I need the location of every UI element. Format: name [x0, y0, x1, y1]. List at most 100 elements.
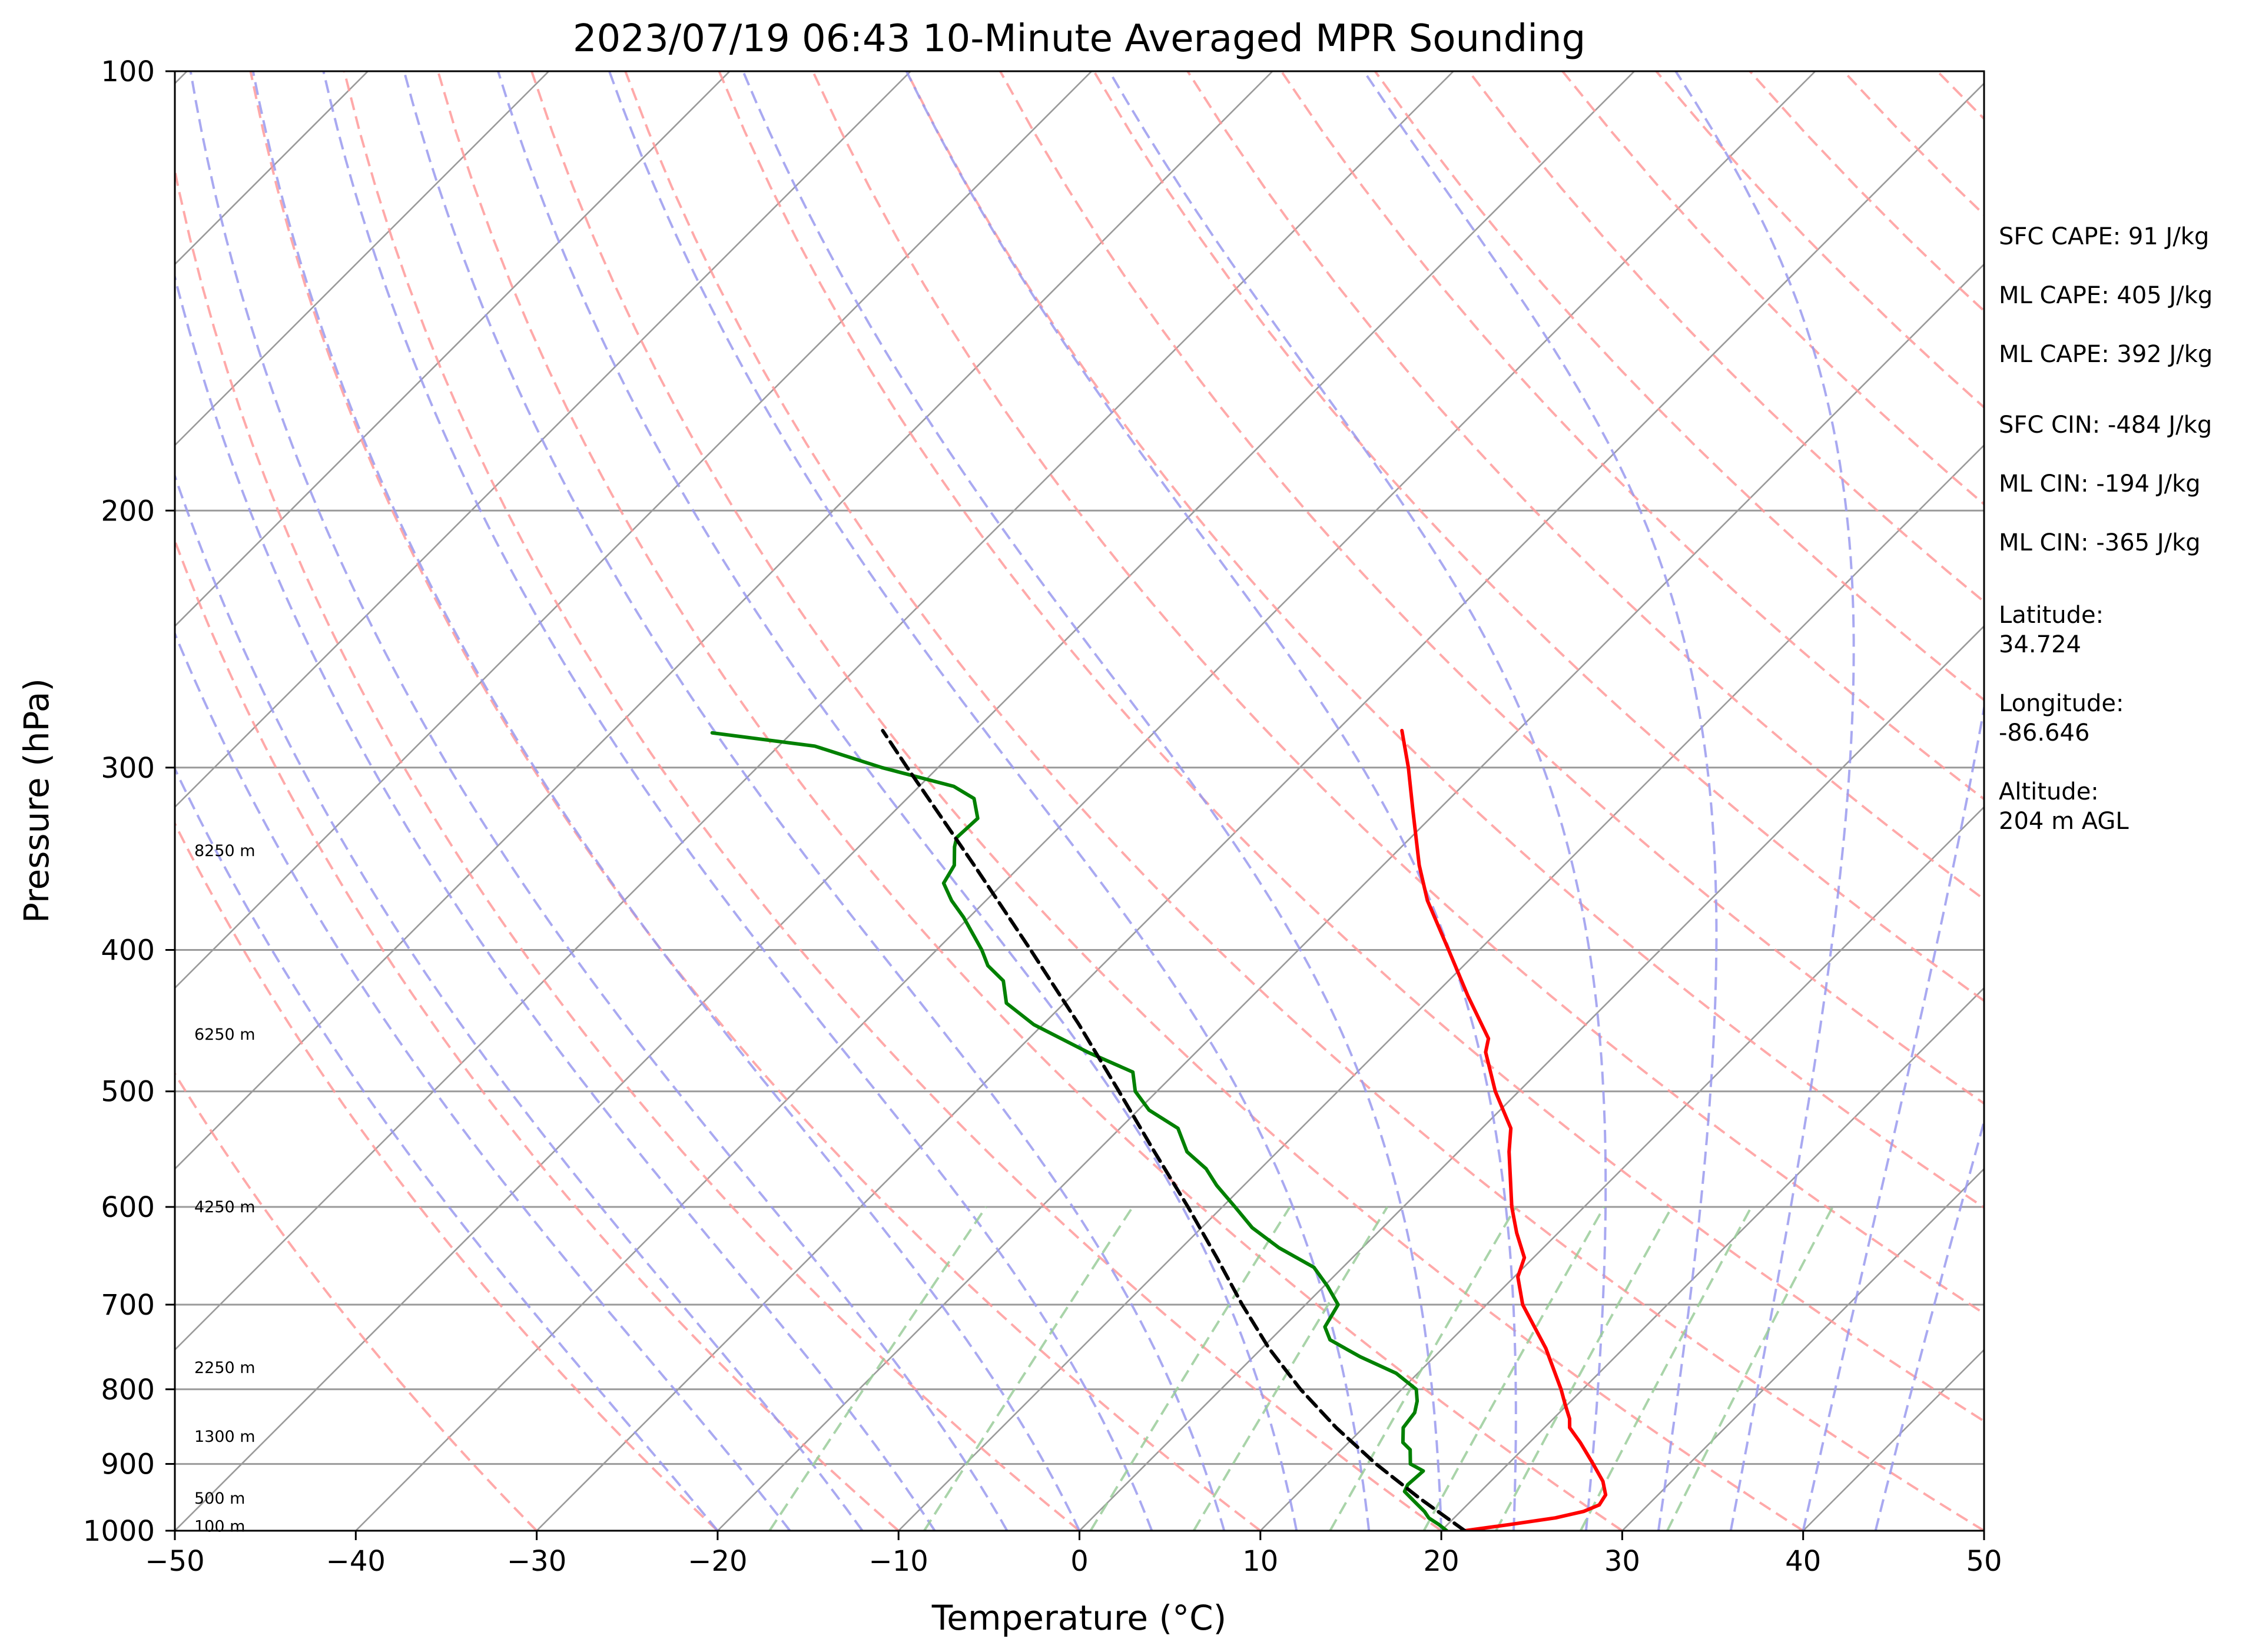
- dry-adiabat: [249, 71, 1262, 1531]
- x-tick-label: 0: [1070, 1545, 1089, 1578]
- x-tick-label: 20: [1424, 1545, 1459, 1578]
- y-tick-label: 700: [101, 1289, 155, 1322]
- moist-adiabat: [175, 631, 791, 1531]
- moist-adiabat: [189, 71, 1009, 1531]
- mixing-ratio-line: [1422, 1206, 1606, 1531]
- isotherm-line: [898, 444, 1984, 1531]
- dry-adiabat: [1374, 71, 1984, 702]
- sounding-traces: [710, 729, 1608, 1531]
- moist-adiabat: [175, 272, 936, 1531]
- moist-adiabat: [1874, 1117, 1984, 1531]
- dry-adiabat: [530, 71, 1804, 1531]
- x-tick-label: −50: [145, 1545, 204, 1578]
- moist-adiabat: [175, 766, 719, 1531]
- sfc-cape-text: SFC CAPE: 91 J/kg: [1999, 223, 2209, 250]
- isotherm-line: [1079, 625, 1984, 1531]
- isotherm-line: [175, 71, 1635, 1531]
- x-tick-label: 50: [1966, 1545, 2002, 1578]
- moist-adiabat: [175, 472, 864, 1531]
- dry-adiabat: [175, 537, 900, 1531]
- y-tick-label: 100: [101, 55, 155, 88]
- y-axis-ticks: 1000 900 800 700 600 500 400 300 200 100: [83, 55, 175, 1548]
- x-tick-label: 40: [1785, 1545, 1821, 1578]
- ml-cape-text: ML CAPE: 405 J/kg: [1999, 282, 2212, 309]
- isotherm-line: [175, 71, 1454, 1351]
- isotherm-line: [1441, 987, 1984, 1531]
- y-tick-label: 500: [101, 1076, 155, 1109]
- isotherm-line: [1621, 1167, 1984, 1531]
- latitude-label: Latitude:: [1999, 602, 2104, 629]
- dry-adiabat: [811, 71, 1984, 1315]
- info-panel: SFC CAPE: 91 J/kg ML CAPE: 405 J/kg ML C…: [1999, 223, 2212, 835]
- latitude-value: 34.724: [1999, 631, 2081, 658]
- dry-adiabat: [905, 71, 1984, 1209]
- sfc-cin-text: SFC CIN: -484 J/kg: [1999, 412, 2212, 439]
- isotherm-line: [175, 71, 1093, 989]
- moist-adiabat: [742, 71, 1443, 1531]
- x-axis-label: Temperature (°C): [931, 1598, 1227, 1638]
- moist-adiabat: [1674, 71, 1855, 1531]
- isotherm-line: [175, 71, 550, 447]
- isotherm-line: [175, 71, 1273, 1170]
- reference-lines: [175, 71, 1984, 1531]
- mixing-ratio-line: [923, 1206, 1134, 1531]
- grid-layer: [175, 71, 1984, 1531]
- altitude-label: Altitude:: [1999, 778, 2099, 805]
- moist-adiabat: [1802, 701, 1984, 1531]
- dry-adiabat: [175, 821, 719, 1531]
- height-label: 8250 m: [194, 842, 256, 860]
- moist-adiabat: [251, 71, 1081, 1531]
- height-label: 100 m: [194, 1517, 245, 1535]
- height-label: 1300 m: [194, 1428, 256, 1446]
- isotherm-line: [536, 82, 1984, 1531]
- dry-adiabat: [1093, 71, 1984, 1003]
- temperature-trace: [1400, 729, 1608, 1531]
- moist-adiabat: [497, 71, 1298, 1531]
- moist-adiabat: [905, 71, 1517, 1531]
- dry-adiabat: [1280, 71, 1984, 801]
- height-label: 4250 m: [194, 1198, 256, 1216]
- x-tick-label: −20: [688, 1545, 747, 1578]
- y-axis-label: Pressure (hPa): [16, 678, 57, 923]
- y-tick-label: 800: [101, 1374, 155, 1406]
- dry-adiabat: [436, 71, 1623, 1531]
- mixing-ratio-line: [1089, 1206, 1291, 1531]
- dry-adiabat: [175, 164, 1080, 1531]
- y-tick-label: 300: [101, 752, 155, 785]
- dewpoint-trace: [710, 731, 1449, 1531]
- mixing-ratio-line: [1329, 1206, 1517, 1531]
- height-label: 500 m: [194, 1490, 245, 1508]
- height-labels: 100 m 500 m 1300 m 2250 m 4250 m 6250 m 8250 m: [194, 842, 256, 1536]
- ml-cape-text-2: ML CAPE: 392 J/kg: [1999, 341, 2212, 368]
- moist-adiabat: [1362, 71, 1718, 1531]
- moist-adiabat: [1108, 71, 1607, 1531]
- mixing-ratio-line: [1495, 1206, 1673, 1531]
- isotherm-line: [175, 71, 911, 808]
- altitude-value: 204 m AGL: [1999, 808, 2129, 835]
- chart-title: 2023/07/19 06:43 10-Minute Averaged MPR …: [573, 17, 1585, 61]
- x-tick-label: −10: [869, 1545, 928, 1578]
- y-tick-label: 600: [101, 1191, 155, 1224]
- moist-adiabat: [608, 71, 1371, 1531]
- mixing-ratio-line: [1666, 1206, 1834, 1531]
- x-tick-label: −40: [326, 1545, 386, 1578]
- dry-adiabat: [624, 71, 1984, 1531]
- x-tick-label: 10: [1242, 1545, 1278, 1578]
- y-tick-label: 1000: [83, 1515, 155, 1548]
- height-label: 2250 m: [194, 1359, 256, 1377]
- longitude-label: Longitude:: [1999, 690, 2124, 717]
- longitude-value: -86.646: [1999, 719, 2089, 747]
- x-tick-label: −30: [507, 1545, 566, 1578]
- ml-cin-text-2: ML CIN: -365 J/kg: [1999, 529, 2201, 556]
- parcel-trace: [881, 729, 1467, 1531]
- x-axis-ticks: −50 −40 −30 −20 −10 0 10 20 30 40 50: [145, 1531, 2002, 1578]
- ml-cin-text: ML CIN: -194 J/kg: [1999, 470, 2201, 497]
- isotherm-line: [717, 263, 1984, 1531]
- dry-adiabat: [343, 71, 1442, 1531]
- isotherm-line: [355, 71, 1816, 1531]
- mixing-ratio-line: [1192, 1206, 1389, 1531]
- dry-adiabat: [718, 71, 1984, 1423]
- y-tick-label: 200: [101, 495, 155, 528]
- isotherm-line: [1259, 805, 1984, 1531]
